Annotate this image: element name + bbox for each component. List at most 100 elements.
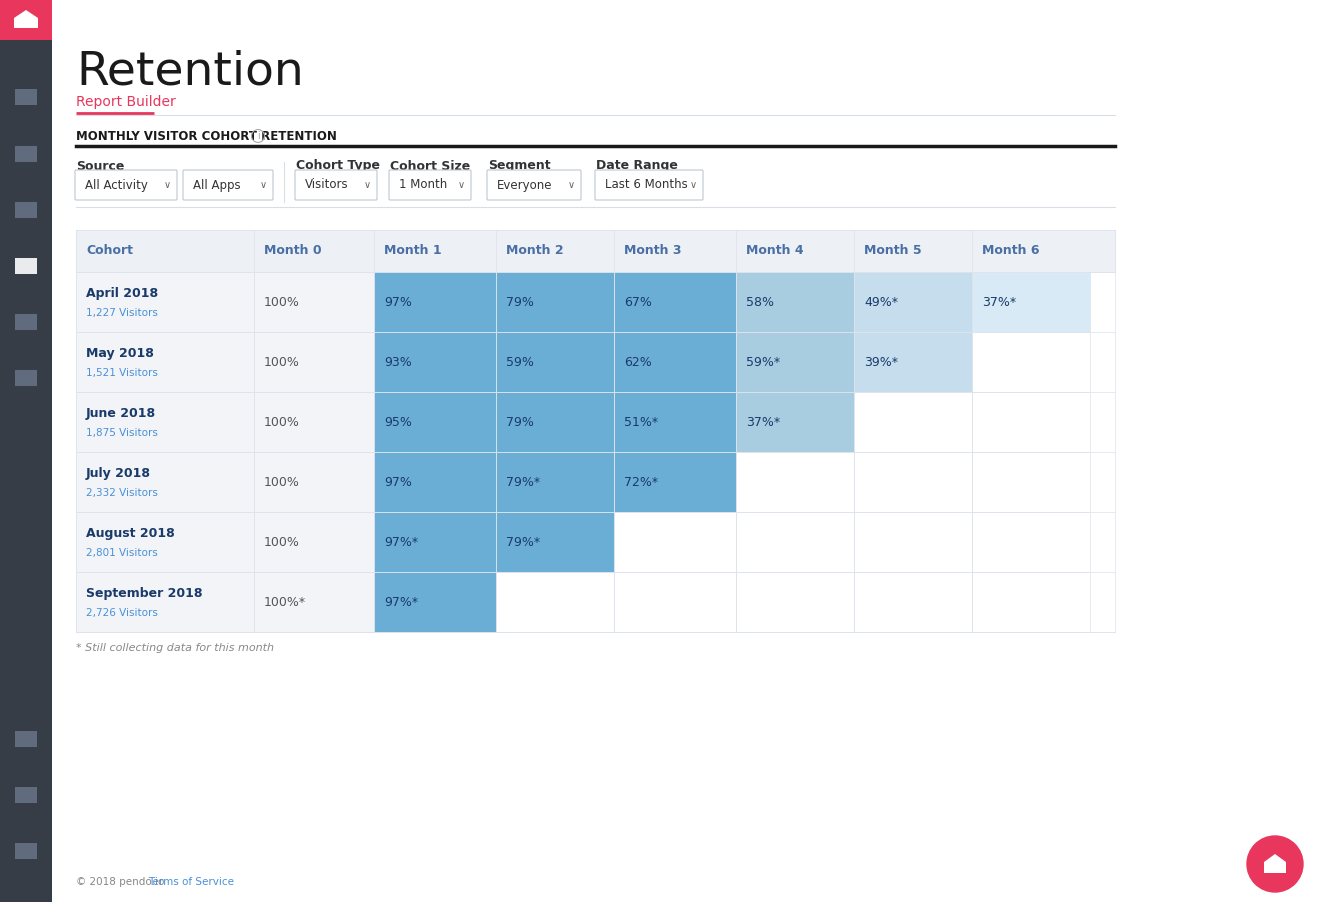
Text: 97%: 97% (384, 475, 412, 489)
Bar (614, 332, 736, 392)
Bar (15, 787, 37, 803)
Text: Source: Source (77, 160, 124, 172)
Text: Month 2: Month 2 (506, 244, 564, 257)
Bar (254, 272, 374, 332)
Text: Everyone: Everyone (497, 179, 552, 191)
Bar (972, 452, 1090, 512)
Text: Month 3: Month 3 (624, 244, 682, 257)
Text: 79%*: 79%* (506, 536, 540, 548)
Bar (736, 392, 853, 452)
Bar (495, 272, 614, 332)
Bar (374, 272, 495, 332)
Text: 1,875 Visitors: 1,875 Visitors (86, 428, 159, 437)
Text: Segment: Segment (487, 160, 551, 172)
Text: 79%: 79% (506, 416, 534, 428)
Text: 100%: 100% (264, 355, 300, 369)
Bar (15, 370, 37, 386)
Text: Month 6: Month 6 (982, 244, 1040, 257)
Text: 39%*: 39%* (864, 355, 898, 369)
Text: June 2018: June 2018 (86, 407, 156, 419)
Bar (736, 272, 853, 332)
Text: Retention: Retention (77, 50, 304, 95)
Bar (614, 512, 736, 572)
Bar (495, 392, 614, 452)
Bar (0, 0, 52, 40)
Text: 59%: 59% (506, 355, 534, 369)
Bar (853, 332, 972, 392)
Text: 62%: 62% (624, 355, 651, 369)
Bar (77, 512, 254, 572)
Bar (972, 572, 1090, 632)
Bar (374, 452, 495, 512)
Bar (853, 392, 972, 452)
Text: Report Builder: Report Builder (77, 95, 176, 109)
Bar (972, 392, 1090, 452)
Text: ∨: ∨ (259, 180, 267, 190)
Text: ∨: ∨ (457, 180, 465, 190)
Polygon shape (1264, 854, 1287, 873)
Text: Visitors: Visitors (305, 179, 349, 191)
Text: Month 4: Month 4 (746, 244, 803, 257)
Bar (495, 512, 614, 572)
Text: © 2018 pendo.io: © 2018 pendo.io (77, 877, 164, 887)
Text: August 2018: August 2018 (86, 527, 174, 539)
Bar (853, 512, 972, 572)
Bar (77, 332, 254, 392)
Text: MONTHLY VISITOR COHORT RETENTION: MONTHLY VISITOR COHORT RETENTION (77, 130, 337, 143)
Bar (77, 392, 254, 452)
Text: Terms of Service: Terms of Service (148, 877, 234, 887)
Bar (614, 452, 736, 512)
Bar (614, 572, 736, 632)
Bar (736, 572, 853, 632)
FancyBboxPatch shape (184, 170, 273, 200)
Bar (972, 272, 1090, 332)
Text: 1,521 Visitors: 1,521 Visitors (86, 368, 159, 378)
Bar (374, 572, 495, 632)
Text: All Apps: All Apps (193, 179, 240, 191)
Text: Month 1: Month 1 (384, 244, 441, 257)
Bar (15, 731, 37, 747)
Text: 95%: 95% (384, 416, 412, 428)
Text: 49%*: 49%* (864, 296, 898, 308)
FancyBboxPatch shape (75, 170, 177, 200)
Text: 97%: 97% (384, 296, 412, 308)
Text: 1,227 Visitors: 1,227 Visitors (86, 308, 159, 318)
Text: ∨: ∨ (568, 180, 575, 190)
Text: * Still collecting data for this month: * Still collecting data for this month (77, 643, 273, 653)
Text: 100%: 100% (264, 296, 300, 308)
Text: 79%: 79% (506, 296, 534, 308)
Text: 37%*: 37%* (746, 416, 781, 428)
Bar (495, 572, 614, 632)
Bar (374, 392, 495, 452)
Bar (254, 572, 374, 632)
Bar (374, 332, 495, 392)
Text: Month 0: Month 0 (264, 244, 321, 257)
Bar (77, 572, 254, 632)
FancyBboxPatch shape (487, 170, 581, 200)
Text: Date Range: Date Range (596, 160, 678, 172)
Circle shape (1247, 836, 1303, 892)
Text: ∨: ∨ (363, 180, 371, 190)
Text: July 2018: July 2018 (86, 466, 151, 480)
Text: 51%*: 51%* (624, 416, 658, 428)
Text: September 2018: September 2018 (86, 586, 202, 600)
Text: April 2018: April 2018 (86, 287, 159, 299)
Text: 1 Month: 1 Month (399, 179, 448, 191)
Text: 93%: 93% (384, 355, 412, 369)
Bar (853, 272, 972, 332)
Bar (254, 392, 374, 452)
Text: 37%*: 37%* (982, 296, 1016, 308)
Bar (614, 392, 736, 452)
Polygon shape (15, 10, 38, 28)
Text: 2,801 Visitors: 2,801 Visitors (86, 548, 157, 557)
Bar (254, 332, 374, 392)
Bar (0, 0, 52, 902)
Text: 59%*: 59%* (746, 355, 781, 369)
Bar (972, 512, 1090, 572)
Text: Cohort Size: Cohort Size (390, 160, 470, 172)
FancyBboxPatch shape (295, 170, 376, 200)
Text: Cohort: Cohort (86, 244, 133, 257)
Bar (972, 332, 1090, 392)
Text: i: i (256, 131, 259, 141)
Text: May 2018: May 2018 (86, 346, 153, 360)
